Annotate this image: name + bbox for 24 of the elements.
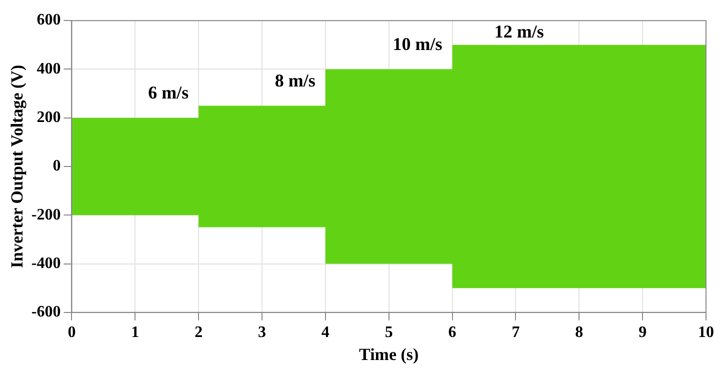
y-tick-label: 200 xyxy=(36,109,61,126)
x-tick-label: 5 xyxy=(384,324,393,342)
x-axis-title: Time (s) xyxy=(359,345,419,364)
x-tick-label: 8 xyxy=(575,324,584,342)
x-tick-label: 7 xyxy=(512,324,520,342)
x-tick-label: 2 xyxy=(194,324,203,342)
y-tick-label: -600 xyxy=(31,304,61,321)
annotation: 6 m/s xyxy=(148,82,189,103)
x-tick-label: 0 xyxy=(68,324,76,342)
x-tick-label: 1 xyxy=(131,324,140,342)
y-tick-label: 600 xyxy=(36,12,61,29)
y-tick-label: -200 xyxy=(31,206,61,224)
x-tick-label: 4 xyxy=(321,324,330,342)
annotation: 12 m/s xyxy=(494,21,544,42)
y-tick-label: -400 xyxy=(31,254,61,272)
x-tick-label: 10 xyxy=(698,324,714,342)
annotation: 10 m/s xyxy=(392,34,442,54)
y-tick-label: 0 xyxy=(52,158,61,175)
x-tick-label: 9 xyxy=(638,324,647,342)
annotation: 8 m/s xyxy=(274,70,316,90)
y-tick-label: 400 xyxy=(36,60,61,78)
x-tick-label: 6 xyxy=(448,324,456,342)
y-axis-title: Inverter Output Voltage (V) xyxy=(8,64,27,268)
x-tick-label: 3 xyxy=(258,324,266,342)
